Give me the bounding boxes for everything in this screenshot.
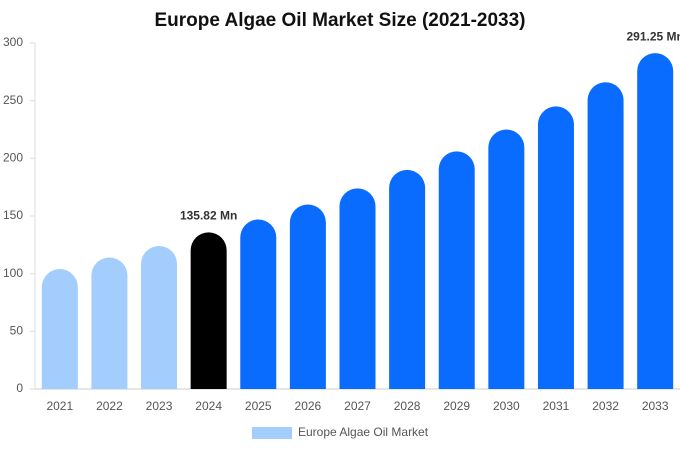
y-tick-label: 0: [16, 381, 23, 395]
y-tick-label: 250: [3, 93, 23, 107]
y-tick-label: 100: [3, 266, 23, 280]
x-tick-label: 2033: [642, 399, 669, 413]
bar: [389, 169, 426, 389]
x-tick-label: 2030: [493, 399, 520, 413]
x-tick-label: 2031: [543, 399, 570, 413]
x-tick-label: 2028: [394, 399, 421, 413]
bar: [91, 257, 128, 389]
x-tick-label: 2023: [146, 399, 173, 413]
y-tick-label: 150: [3, 208, 23, 222]
bar: [587, 82, 624, 390]
x-tick-label: 2021: [46, 399, 73, 413]
x-tick-label: 2029: [443, 399, 470, 413]
chart-title: Europe Algae Oil Market Size (2021-2033): [154, 10, 525, 31]
x-tick-label: 2024: [195, 399, 222, 413]
value-label: 291.25 Mn: [627, 29, 680, 43]
bar: [438, 151, 475, 389]
value-label: 135.82 Mn: [180, 209, 237, 223]
bar: [637, 53, 674, 389]
x-tick-label: 2022: [96, 399, 123, 413]
legend-swatch: [252, 427, 292, 439]
y-tick-label: 300: [3, 35, 23, 49]
bar: [41, 269, 78, 389]
bar: [289, 204, 326, 389]
x-tick-label: 2027: [344, 399, 371, 413]
bar: [339, 188, 376, 389]
y-tick-label: 200: [3, 151, 23, 165]
bar: [488, 129, 525, 390]
x-tick-label: 2026: [295, 399, 322, 413]
bar: [190, 232, 227, 389]
y-tick-label: 50: [10, 324, 24, 338]
bar: [240, 219, 277, 389]
bar: [141, 245, 178, 389]
x-tick-label: 2032: [592, 399, 619, 413]
legend-label: Europe Algae Oil Market: [298, 425, 429, 439]
x-tick-label: 2025: [245, 399, 272, 413]
bar: [537, 106, 574, 389]
